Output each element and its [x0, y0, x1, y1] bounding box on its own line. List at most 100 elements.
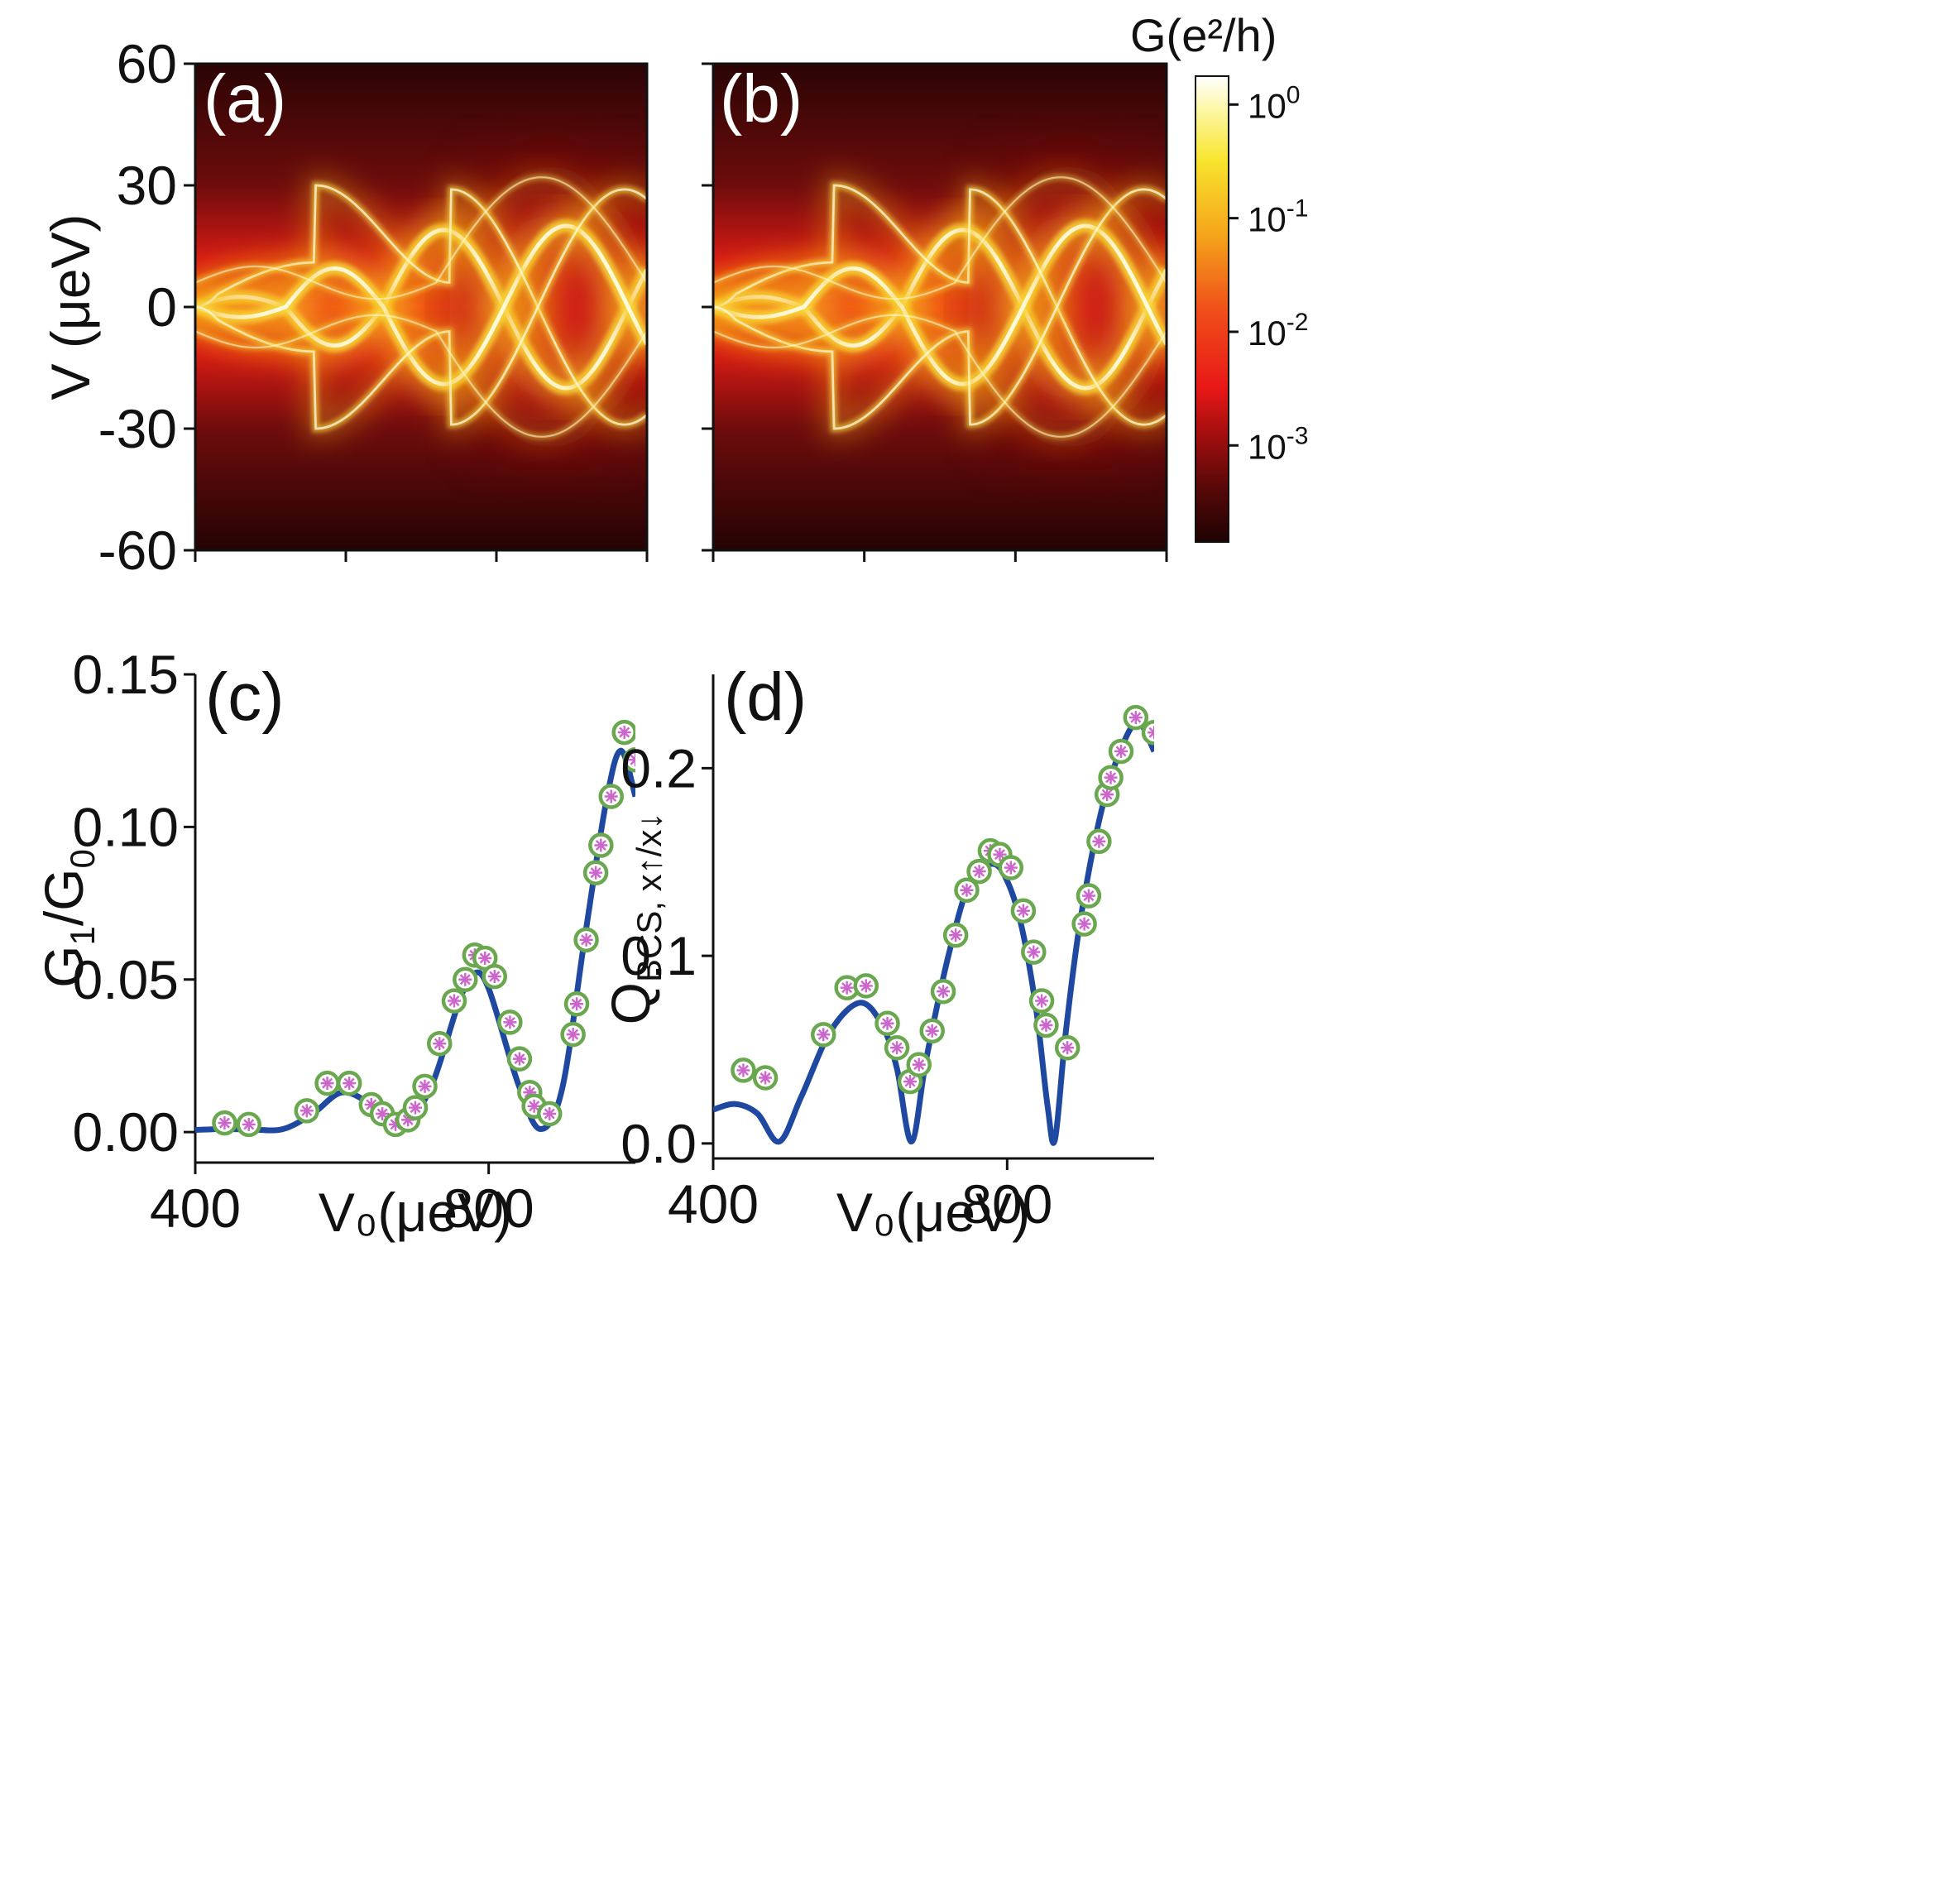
data-point-star [891, 1042, 903, 1053]
data-point-star [529, 1101, 540, 1112]
data-point-star [524, 1086, 535, 1098]
data-point [563, 991, 590, 1017]
data-point [966, 858, 992, 885]
axes-b [702, 62, 1168, 562]
data-point-star [1028, 947, 1039, 958]
data-point [427, 1030, 453, 1057]
y-tick-label: 0.15 [73, 644, 179, 705]
data-point-star [1093, 836, 1104, 847]
data-point-star [218, 1117, 230, 1129]
bound-state-line [195, 176, 647, 300]
data-point [874, 1010, 900, 1036]
data-point-star [937, 986, 949, 997]
panel-label-a: (a) [204, 61, 286, 137]
data-point [441, 988, 467, 1014]
data-point [1123, 704, 1149, 731]
data-point [1071, 911, 1097, 937]
data-point-star [860, 980, 872, 991]
data-point [906, 1052, 932, 1077]
data-point [1021, 939, 1047, 965]
data-point-star [1083, 890, 1095, 902]
y-tick-label: 0.10 [73, 796, 179, 857]
data-point [998, 855, 1024, 880]
data-point [884, 1034, 910, 1061]
data-point-star [595, 839, 606, 851]
data-point [919, 1018, 945, 1044]
data-point [1028, 988, 1055, 1014]
data-point [573, 927, 599, 953]
data-point [954, 877, 980, 904]
panel-label-b: (b) [720, 61, 803, 137]
data-point [942, 922, 969, 948]
colorbar-tick-label: 100 [1248, 81, 1300, 125]
data-point-star [1148, 727, 1154, 734]
data-point [811, 1022, 836, 1048]
data-point-star [606, 790, 617, 803]
data-point-star [961, 885, 972, 896]
data-point [453, 966, 478, 992]
data-point [236, 1111, 261, 1138]
panel-label-c: (c) [205, 659, 285, 735]
data-point-star [1130, 712, 1142, 723]
heatmap-b [713, 64, 1167, 550]
data-point [1076, 883, 1102, 909]
y-tick-label: 0.2 [621, 737, 697, 799]
bound-state-line [195, 314, 647, 438]
data-point-star [1040, 1019, 1052, 1031]
data-point-star [927, 1025, 938, 1037]
data-point-star [630, 758, 635, 765]
data-point [521, 1093, 547, 1120]
data-point-star [581, 934, 592, 946]
y-tick-label: 0.00 [73, 1101, 179, 1163]
data-point [294, 1098, 320, 1124]
y-tick-label: 30 [117, 155, 177, 216]
bound-state-line [713, 176, 1167, 300]
data-point-star [737, 1064, 749, 1076]
data-point-star [994, 849, 1005, 861]
data-point [622, 747, 635, 773]
x-tick-label: 400 [150, 1177, 241, 1239]
data-point-star [817, 1029, 829, 1040]
data-point-star [489, 971, 501, 982]
panel-label-d: (d) [724, 659, 807, 735]
colorbar-gradient [1195, 75, 1229, 543]
fit-curve [195, 747, 635, 1134]
y-tick-label: 0.1 [621, 925, 697, 986]
data-point-star [419, 1081, 431, 1092]
ylabel-c-text: G [33, 946, 94, 988]
data-point [212, 1110, 237, 1136]
data-point-star [1115, 746, 1127, 757]
data-point [1098, 765, 1124, 790]
data-point-star [904, 1076, 916, 1087]
data-point-star [1061, 1042, 1073, 1053]
data-point-star [410, 1102, 421, 1114]
data-point [482, 963, 508, 990]
data-point [1141, 720, 1154, 746]
data-point [497, 1010, 523, 1035]
data-point-star [514, 1053, 525, 1065]
data-point [834, 975, 860, 1000]
colorbar-tick-label: 10-3 [1248, 422, 1308, 466]
data-point-star [1079, 918, 1090, 930]
xlabel-d: V₀(μeV) [836, 1182, 1030, 1243]
bound-state-line [713, 314, 1167, 438]
data-point-star [243, 1119, 255, 1130]
x-tick-label: 800 [961, 1173, 1052, 1235]
data-point-star [448, 995, 460, 1007]
data-point-star [571, 998, 582, 1010]
data-point-star [568, 1029, 579, 1040]
heatmap-a [195, 64, 647, 550]
colorbar-tick-label: 10-2 [1248, 309, 1308, 353]
y-tick-label: 0.05 [73, 949, 179, 1010]
data-point-star [619, 727, 630, 738]
data-point [412, 1073, 438, 1100]
data-point [731, 1058, 756, 1083]
data-point [506, 1046, 533, 1072]
data-point [588, 832, 614, 858]
ylabel-a: V (μeV) [40, 213, 101, 400]
y-tick-label: 0 [146, 276, 177, 338]
data-point [560, 1021, 586, 1048]
data-point-star [366, 1099, 377, 1110]
data-point-star [1148, 731, 1154, 738]
data-point-star [950, 929, 961, 941]
